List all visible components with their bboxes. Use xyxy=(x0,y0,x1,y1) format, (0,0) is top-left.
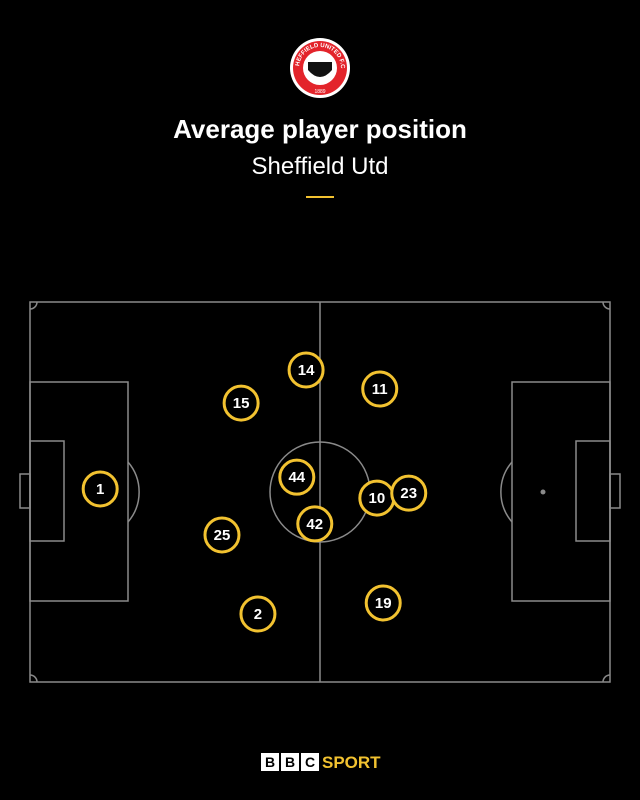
player-number: 15 xyxy=(233,395,250,412)
crest-year: 1889 xyxy=(314,89,325,95)
player-number: 11 xyxy=(372,381,388,398)
player-number: 14 xyxy=(298,362,315,379)
brand-logo: B B C SPORT xyxy=(261,753,381,772)
player-marker xyxy=(203,516,241,554)
player-number: 2 xyxy=(254,606,262,623)
player-number: 42 xyxy=(306,516,323,533)
player-marker xyxy=(296,505,334,543)
players: 1 14 15 11 44 10 23 42 25 2 19 xyxy=(81,351,428,633)
brand-box xyxy=(301,753,319,771)
brand-letter: B xyxy=(265,754,275,770)
brand-name: SPORT xyxy=(322,753,381,772)
player-marker xyxy=(278,458,316,496)
chart-subtitle: Sheffield Utd xyxy=(252,153,389,180)
brand-box xyxy=(281,753,299,771)
brand-box xyxy=(261,753,279,771)
player-number: 10 xyxy=(368,490,385,507)
player-marker xyxy=(239,595,277,633)
player-marker xyxy=(287,351,325,389)
player-number: 44 xyxy=(288,469,305,486)
player-marker xyxy=(361,370,399,408)
brand-letter: B xyxy=(285,754,295,770)
chart-title: Average player position xyxy=(173,114,467,144)
player-marker xyxy=(390,474,428,512)
player-marker xyxy=(81,470,119,508)
player-number: 1 xyxy=(96,481,104,498)
pitch xyxy=(19,301,621,683)
player-number: 23 xyxy=(400,485,417,502)
player-number: 19 xyxy=(375,595,392,612)
brand-letter: C xyxy=(305,754,315,770)
player-marker xyxy=(222,384,260,422)
player-number: 25 xyxy=(214,527,231,544)
player-marker xyxy=(364,584,402,622)
